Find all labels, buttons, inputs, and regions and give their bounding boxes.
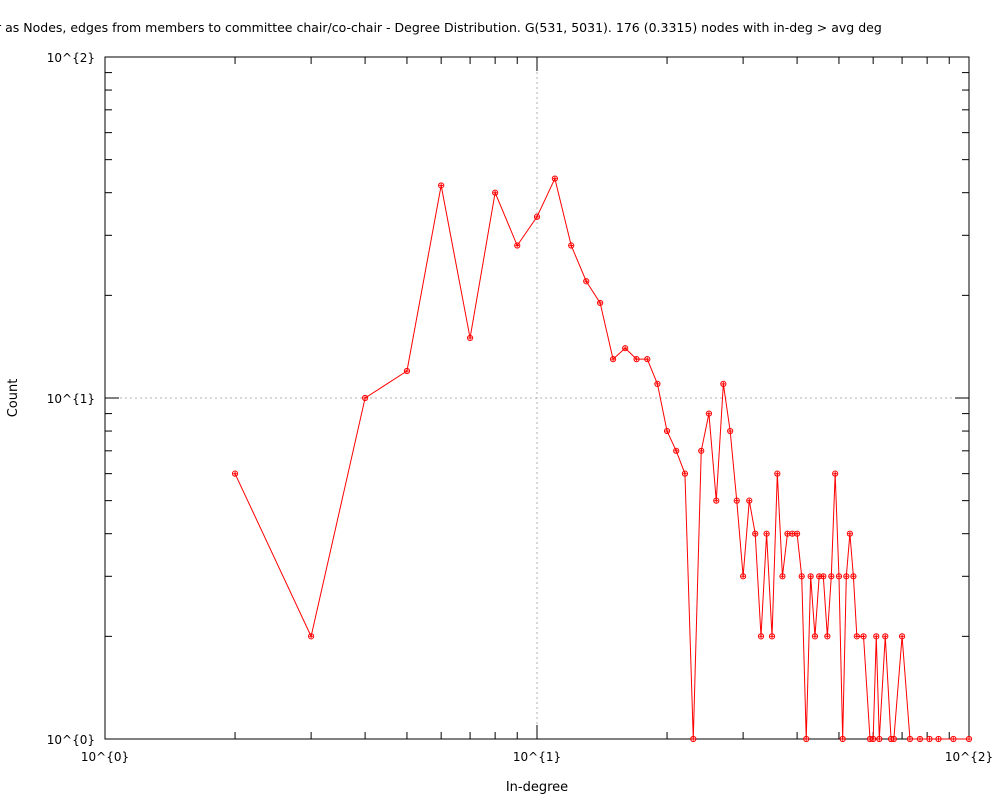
data-point [860, 633, 867, 640]
data-point [705, 410, 713, 417]
data-point [597, 299, 604, 307]
data-point [839, 735, 846, 743]
data-point [633, 356, 640, 363]
data-point [774, 470, 781, 477]
data-point [870, 735, 877, 743]
x-tick-label: 10^{0} [81, 750, 129, 764]
data-point [583, 278, 590, 285]
data-point [533, 213, 541, 220]
data-point [890, 735, 897, 743]
data-point [644, 356, 651, 363]
y-tick-label: 10^{2} [47, 51, 95, 65]
data-point [828, 573, 835, 580]
data-point [850, 573, 857, 580]
data-point [798, 573, 805, 580]
y-axis-label: Count [6, 379, 21, 418]
data-point [876, 735, 883, 743]
data-point [713, 497, 720, 504]
data-point [906, 735, 914, 743]
data-point [835, 573, 843, 580]
data-point [779, 573, 786, 580]
data-point [763, 530, 770, 537]
data-point [935, 735, 942, 743]
data-point [793, 530, 801, 537]
data-point [811, 633, 819, 640]
tick-labels: 10^{0} 10^{0} 10^{1} 10^{1} 10^{2} 10^{2} [47, 51, 993, 764]
data-point [727, 427, 734, 435]
data-point [803, 735, 810, 743]
data-point [361, 394, 369, 402]
data-point [916, 735, 924, 743]
data-point [898, 633, 906, 640]
data-point [681, 470, 689, 477]
series-line [234, 177, 969, 740]
data-point [882, 633, 889, 640]
data-point [853, 633, 860, 640]
data-point [514, 242, 521, 249]
data-point [950, 735, 957, 743]
data-point [807, 573, 814, 580]
data-point [873, 633, 880, 640]
data-point [832, 470, 839, 477]
x-tick-label: 10^{2} [945, 750, 993, 764]
data-point [551, 175, 558, 182]
data-point [622, 345, 629, 352]
data-point [843, 573, 850, 580]
data-point [568, 242, 575, 249]
data-point [690, 735, 697, 743]
data-point [768, 633, 776, 640]
data-point [752, 530, 759, 537]
data-point [438, 182, 445, 189]
data-point [466, 334, 474, 342]
y-tick-label: 10^{1} [47, 392, 95, 406]
data-point [231, 470, 239, 477]
data-point [824, 633, 831, 640]
data-point [654, 380, 661, 387]
grid-lines [105, 57, 969, 739]
data-point [733, 497, 740, 504]
data-point [609, 356, 617, 363]
x-tick-label: 10^{1} [513, 750, 561, 764]
axis-ticks [105, 57, 969, 739]
data-point [746, 497, 753, 504]
data-point [846, 530, 853, 537]
data-point [965, 735, 973, 743]
data-point [926, 735, 933, 743]
chart-title: r as Nodes, edges from members to commit… [0, 20, 882, 35]
data-point [740, 573, 747, 580]
series-in-degree [231, 175, 973, 743]
data-point [403, 367, 411, 375]
data-point [308, 633, 315, 640]
data-point [663, 427, 671, 435]
data-point [757, 633, 765, 640]
data-point [492, 189, 499, 196]
data-point [820, 573, 827, 580]
data-point [720, 380, 727, 387]
x-axis-label: In-degree [506, 780, 568, 795]
data-point [673, 447, 680, 454]
data-point [698, 447, 705, 454]
y-tick-label: 10^{0} [47, 733, 95, 747]
